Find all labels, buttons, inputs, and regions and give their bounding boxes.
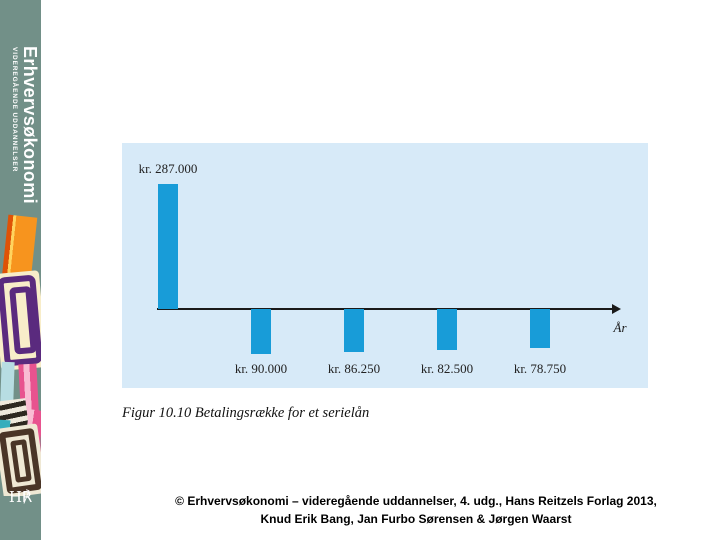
bar-value-label: kr. 78.750 [513,361,567,376]
artwork-purple-ring [0,274,41,367]
artwork-brown-ring [0,427,41,495]
bar [251,309,271,354]
x-axis-label: År [613,320,627,335]
artwork-purple-center [21,297,25,343]
bar-value-label: kr. 86.250 [327,361,381,376]
cover-artwork [0,214,41,496]
bar-value-label: kr. 287.000 [138,161,198,176]
sidebar: Erhvervsøkonomi VIDEREGÅENDE UDDANNELSER [0,0,41,540]
copyright-line-2: Knud Erik Bang, Jan Furbo Sørensen & Jør… [260,512,572,526]
copyright-line-1: © Erhvervsøkonomi – videregående uddanne… [175,494,657,508]
bar [158,184,178,309]
artwork-brown-ring [10,439,32,483]
publisher-logo: H℟ [8,488,33,506]
copyright: © Erhvervsøkonomi – videregående uddanne… [120,492,712,528]
bar-value-label: kr. 82.500 [420,361,474,376]
book-subtitle: VIDEREGÅENDE UDDANNELSER [11,47,18,173]
artwork-brown-center [19,448,23,474]
bar [344,309,364,353]
artwork-purple-ring [9,285,37,355]
bar [530,309,550,349]
bar [437,309,457,351]
bar-value-label: kr. 90.000 [234,361,288,376]
book-title: Erhvervsøkonomi [20,46,40,205]
figure-caption: Figur 10.10 Betalingsrække for et seriel… [122,405,370,421]
artwork-purple-squares [0,270,41,371]
book-spine-text: Erhvervsøkonomi VIDEREGÅENDE UDDANNELSER [0,46,41,266]
chart-plot: År kr. 287.000 kr. 90.000 kr. 86.250 kr. 82… [122,143,648,388]
x-axis [157,304,621,314]
